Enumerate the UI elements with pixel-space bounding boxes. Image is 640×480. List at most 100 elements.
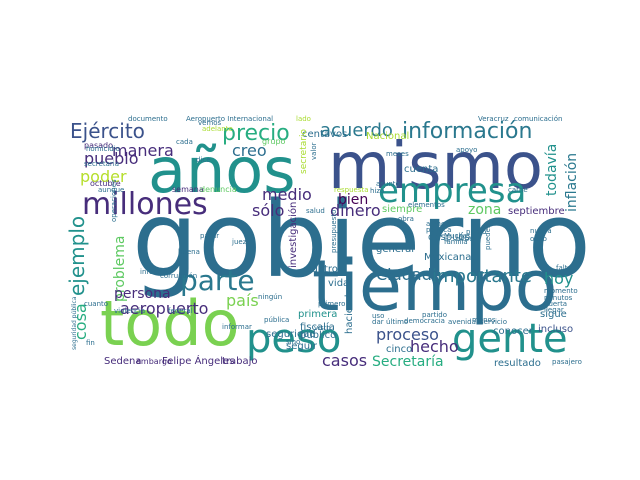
word-primero: primero xyxy=(318,300,345,308)
word-familia: familia xyxy=(444,238,468,246)
word-publica: pública xyxy=(264,316,289,324)
word-empresa: empresa xyxy=(378,171,526,211)
word-democracia: democracia xyxy=(404,317,445,325)
word-avenida: avenida xyxy=(448,318,476,326)
word-manera: manera xyxy=(112,141,174,160)
word-falta: falta xyxy=(556,264,572,272)
word-meses: meses xyxy=(386,150,409,158)
word-aunque: aunque xyxy=(98,186,124,194)
word-minutos: minutos xyxy=(544,294,573,302)
word-politica: política xyxy=(426,226,451,234)
word-pasado: pasado xyxy=(84,141,113,150)
word-centavos: centavos xyxy=(302,129,347,140)
word-violencia: violencia xyxy=(114,307,145,315)
word-asunto: asunto xyxy=(376,180,400,188)
word-cinco: cinco xyxy=(386,344,412,355)
word-millones: millones xyxy=(82,187,208,222)
word-despues: después xyxy=(428,231,470,243)
word-todavia: todavía xyxy=(544,144,560,196)
word-grupo: grupo xyxy=(262,137,286,146)
word-gente: gente xyxy=(452,316,568,362)
word-servicio: servicio xyxy=(480,318,507,326)
word-federal: federal xyxy=(168,307,193,315)
word-primera: primera xyxy=(298,309,337,320)
word-sino: sino xyxy=(286,338,300,346)
word-secretaria: Secretaría xyxy=(372,354,444,370)
word-publico: público xyxy=(300,329,336,341)
word-cuanto: cuanto xyxy=(84,300,108,308)
word-momento: momento xyxy=(544,287,578,295)
word-incluso: incluso xyxy=(538,324,573,335)
word-cada: cada xyxy=(176,138,193,146)
word-veracruz: Veracruz xyxy=(478,115,509,123)
word-lado: lado xyxy=(296,115,311,123)
word-pais: país xyxy=(226,291,259,310)
word-aeropuerto-internacional: Aeropuerto Internacional xyxy=(186,115,273,123)
word-solo: sólo xyxy=(252,201,284,220)
word-pasajero: pasajero xyxy=(552,358,582,366)
word-peso: peso xyxy=(246,316,341,362)
word-ultimo: último xyxy=(386,318,408,326)
word-acuerdo: acuerdo xyxy=(320,120,393,141)
word-semana: semana xyxy=(172,185,204,194)
word-cuatro: cuatro xyxy=(306,264,338,275)
word-nueva: nueva xyxy=(530,227,552,235)
word-nacional: Nacional xyxy=(366,131,409,142)
word-aeropuerto: aeropuerto xyxy=(120,299,208,318)
word-vemos: vemos xyxy=(198,119,222,127)
word-seguir: seguir xyxy=(286,341,318,352)
word-vida: vida xyxy=(328,278,349,289)
word-hizo: hizo xyxy=(370,187,384,195)
word-salud: salud xyxy=(306,207,325,215)
word-informacion: información xyxy=(402,119,532,144)
word-informar: informar xyxy=(222,323,252,331)
word-homicidio: homicidio xyxy=(86,145,120,153)
word-todo: todo xyxy=(100,287,240,360)
word-muchas: Muchas xyxy=(444,232,471,240)
word-alimentos: alimentos xyxy=(426,220,461,228)
word-valor: valor xyxy=(310,142,318,160)
word-resultado: resultado xyxy=(494,358,541,369)
word-siempre: siempre xyxy=(382,204,422,215)
word-pueden: pueden xyxy=(484,224,492,250)
word-investigacion: investigación xyxy=(287,202,299,268)
word-dice: dice xyxy=(196,156,211,164)
word-bien: bien xyxy=(338,192,368,208)
word-seguridad-publica: seguridad pública xyxy=(71,296,78,350)
word-felipe-angeles: Felipe Ángeles xyxy=(162,354,234,367)
word-juez: juez xyxy=(231,238,247,246)
word-gobierno: gobierno xyxy=(132,179,591,301)
word-denuncia: denuncia xyxy=(200,185,237,194)
word-hoy: hoy xyxy=(544,269,573,288)
word-ocho: ocho xyxy=(530,235,547,243)
word-ejemplo: ejemplo xyxy=(65,216,89,296)
word-ningun: ningún xyxy=(258,293,282,301)
word-puerta: puerta xyxy=(544,300,567,308)
word-ejercito: Ejército xyxy=(70,119,145,143)
word-persona: persona xyxy=(114,286,171,302)
word-dar: dar xyxy=(372,318,384,326)
word-cosa: cosa xyxy=(71,303,90,340)
word-carne: carne xyxy=(508,186,528,194)
word-punto: punto xyxy=(466,228,486,236)
word-debe: debe xyxy=(456,235,474,243)
word-medio: medio xyxy=(262,185,312,204)
word-general: general xyxy=(376,244,414,255)
word-llegar: llegar xyxy=(544,306,564,314)
word-uso: uso xyxy=(372,312,384,320)
word-dinero: dinero xyxy=(330,201,381,220)
word-fin: fin xyxy=(86,339,95,347)
word-secretario: secretario xyxy=(299,129,309,174)
word-obra: obra xyxy=(398,215,414,223)
word-corrupcion: corrupción xyxy=(160,272,197,280)
word-importante: importante xyxy=(432,266,532,287)
word-respuesta: respuesta xyxy=(334,186,369,194)
word-documento: documento xyxy=(128,115,168,123)
word-sigue: sigue xyxy=(540,309,567,320)
word-operaciones: operaciones xyxy=(110,179,118,222)
word-elementos: elementos xyxy=(408,201,445,209)
word-casos: casos xyxy=(322,351,367,370)
word-septiembre: septiembre xyxy=(508,206,565,217)
